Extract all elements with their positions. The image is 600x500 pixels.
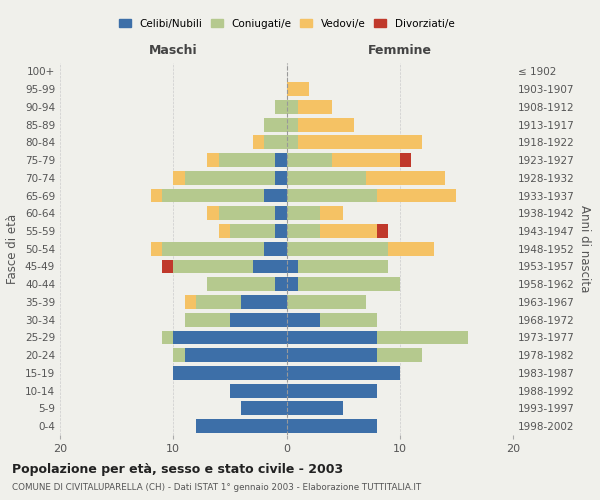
Bar bbox=[287, 242, 388, 256]
Bar bbox=[275, 224, 287, 238]
Bar bbox=[298, 278, 400, 291]
Bar bbox=[298, 100, 332, 114]
Bar bbox=[320, 224, 377, 238]
Bar bbox=[207, 278, 275, 291]
Bar bbox=[173, 171, 185, 184]
Bar bbox=[162, 242, 264, 256]
Bar bbox=[151, 188, 162, 202]
Bar bbox=[287, 136, 298, 149]
Bar bbox=[287, 224, 320, 238]
Bar bbox=[162, 330, 173, 344]
Bar bbox=[173, 330, 287, 344]
Bar bbox=[287, 419, 377, 433]
Bar bbox=[287, 278, 298, 291]
Bar bbox=[173, 348, 185, 362]
Text: Femmine: Femmine bbox=[368, 44, 432, 57]
Bar bbox=[287, 118, 298, 132]
Bar bbox=[320, 206, 343, 220]
Bar bbox=[366, 171, 445, 184]
Text: COMUNE DI CIVITALUPARELLA (CH) - Dati ISTAT 1° gennaio 2003 - Elaborazione TUTTI: COMUNE DI CIVITALUPARELLA (CH) - Dati IS… bbox=[12, 484, 421, 492]
Bar bbox=[185, 313, 230, 326]
Bar bbox=[218, 153, 275, 167]
Bar bbox=[207, 153, 218, 167]
Bar bbox=[218, 206, 275, 220]
Bar bbox=[275, 278, 287, 291]
Bar bbox=[275, 100, 287, 114]
Bar bbox=[264, 188, 287, 202]
Bar bbox=[287, 153, 332, 167]
Bar bbox=[287, 260, 298, 274]
Bar bbox=[264, 242, 287, 256]
Bar bbox=[241, 295, 287, 309]
Bar bbox=[400, 153, 411, 167]
Bar bbox=[173, 366, 287, 380]
Text: Maschi: Maschi bbox=[149, 44, 197, 57]
Bar bbox=[230, 313, 287, 326]
Bar bbox=[207, 206, 218, 220]
Bar bbox=[287, 330, 377, 344]
Bar bbox=[298, 118, 355, 132]
Bar bbox=[287, 348, 377, 362]
Bar bbox=[287, 82, 309, 96]
Bar bbox=[264, 118, 287, 132]
Legend: Celibi/Nubili, Coniugati/e, Vedovi/e, Divorziati/e: Celibi/Nubili, Coniugati/e, Vedovi/e, Di… bbox=[116, 16, 457, 32]
Bar bbox=[241, 402, 287, 415]
Bar bbox=[253, 260, 287, 274]
Bar bbox=[162, 260, 173, 274]
Bar bbox=[196, 419, 287, 433]
Bar bbox=[287, 402, 343, 415]
Bar bbox=[377, 348, 422, 362]
Bar bbox=[162, 188, 264, 202]
Bar bbox=[230, 224, 275, 238]
Bar bbox=[287, 313, 320, 326]
Bar bbox=[287, 100, 298, 114]
Bar bbox=[151, 242, 162, 256]
Bar bbox=[173, 260, 253, 274]
Bar bbox=[218, 224, 230, 238]
Bar bbox=[388, 242, 434, 256]
Text: Popolazione per età, sesso e stato civile - 2003: Popolazione per età, sesso e stato civil… bbox=[12, 462, 343, 475]
Bar bbox=[230, 384, 287, 398]
Y-axis label: Fasce di età: Fasce di età bbox=[7, 214, 19, 284]
Bar bbox=[287, 171, 366, 184]
Bar bbox=[196, 295, 241, 309]
Bar bbox=[332, 153, 400, 167]
Bar bbox=[264, 136, 287, 149]
Bar bbox=[298, 260, 388, 274]
Bar bbox=[275, 153, 287, 167]
Bar bbox=[275, 206, 287, 220]
Bar bbox=[287, 384, 377, 398]
Bar bbox=[287, 206, 320, 220]
Bar bbox=[185, 295, 196, 309]
Bar bbox=[185, 348, 287, 362]
Bar bbox=[275, 171, 287, 184]
Bar bbox=[287, 366, 400, 380]
Bar bbox=[377, 224, 388, 238]
Bar bbox=[253, 136, 264, 149]
Bar bbox=[377, 330, 468, 344]
Bar bbox=[320, 313, 377, 326]
Bar bbox=[298, 136, 422, 149]
Bar bbox=[377, 188, 457, 202]
Y-axis label: Anni di nascita: Anni di nascita bbox=[578, 205, 591, 292]
Bar bbox=[287, 188, 377, 202]
Bar bbox=[185, 171, 275, 184]
Bar bbox=[287, 295, 366, 309]
